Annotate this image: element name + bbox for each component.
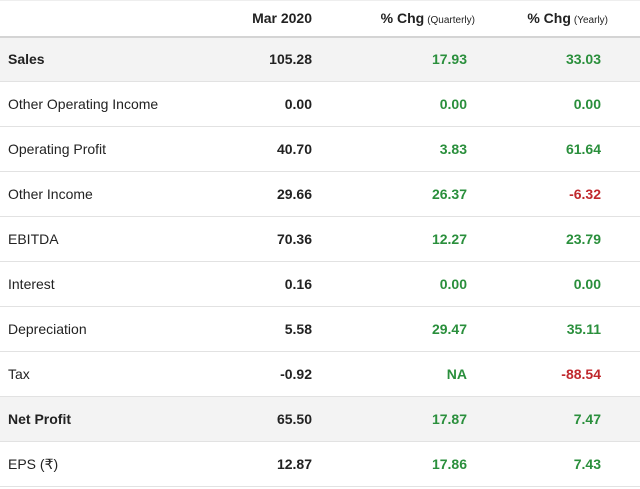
table-row: EPS (₹) 12.87 17.86 7.43 — [0, 442, 640, 487]
column-subtitle: (Yearly) — [573, 15, 608, 27]
value-cell: 29.66 — [276, 186, 312, 202]
change-cell: 26.37 — [431, 186, 467, 202]
column-title: % Chg — [527, 10, 571, 27]
change-cell: 17.87 — [431, 411, 467, 427]
table-row: Tax -0.92 NA -88.54 — [0, 352, 640, 397]
value-cell: 5.58 — [284, 321, 312, 337]
value-cell: 105.28 — [269, 51, 312, 68]
header-row: Mar 2020% Chg (Quarterly)% Chg (Yearly) — [0, 0, 640, 38]
table-row: Depreciation 5.58 29.47 35.11 — [0, 307, 640, 352]
table-row: Interest 0.16 0.00 0.00 — [0, 262, 640, 307]
row-label: Other Operating Income — [8, 96, 159, 112]
table-row: Operating Profit 40.70 3.83 61.64 — [0, 127, 640, 172]
table-row: EBITDA 70.36 12.27 23.79 — [0, 217, 640, 262]
row-label: Net Profit — [8, 411, 71, 427]
column-title: Mar 2020 — [252, 10, 312, 27]
change-cell: 3.83 — [439, 141, 467, 157]
column-subtitle: (Quarterly) — [427, 15, 475, 27]
change-cell: 0.00 — [439, 276, 467, 292]
column-header: % Chg (Quarterly) — [320, 0, 475, 38]
change-cell: 7.47 — [573, 411, 601, 427]
table-body: Sales 105.28 17.93 33.03 Other Operating Inc… — [0, 36, 640, 487]
change-cell: -6.32 — [569, 186, 601, 202]
value-cell: 65.50 — [276, 411, 312, 427]
row-label: EBITDA — [8, 231, 59, 247]
header-blank — [0, 0, 200, 38]
change-cell: 7.43 — [573, 456, 601, 472]
column-header: % Chg (Yearly) — [475, 0, 640, 38]
column-title: % Chg — [380, 10, 425, 27]
change-cell: 17.93 — [431, 51, 467, 68]
change-cell: 29.47 — [431, 321, 467, 337]
change-cell: 33.03 — [565, 51, 601, 68]
value-cell: -0.92 — [280, 366, 312, 382]
change-cell: 23.79 — [565, 231, 601, 247]
column-header: Mar 2020 — [200, 0, 320, 38]
change-cell: 17.86 — [431, 456, 467, 472]
row-label: Sales — [8, 51, 45, 68]
table-row: Other Operating Income 0.00 0.00 0.00 — [0, 82, 640, 127]
change-cell: NA — [446, 366, 467, 382]
table-row: Sales 105.28 17.93 33.03 — [0, 36, 640, 82]
change-cell: 0.00 — [439, 96, 467, 112]
value-cell: 70.36 — [276, 231, 312, 247]
change-cell: 0.00 — [573, 96, 601, 112]
row-label: Operating Profit — [8, 141, 107, 157]
row-label: EPS (₹) — [8, 455, 59, 472]
change-cell: 35.11 — [566, 321, 601, 337]
row-label: Depreciation — [8, 321, 87, 337]
change-cell: 61.64 — [565, 141, 601, 157]
table-row: Net Profit 65.50 17.87 7.47 — [0, 396, 640, 442]
row-label: Interest — [8, 276, 55, 292]
change-cell: 0.00 — [573, 276, 601, 292]
value-cell: 0.16 — [284, 276, 312, 292]
table-header: Mar 2020% Chg (Quarterly)% Chg (Yearly) — [0, 0, 640, 38]
value-cell: 12.87 — [276, 456, 312, 472]
row-label: Other Income — [8, 186, 93, 202]
value-cell: 40.70 — [276, 141, 312, 157]
table-row: Other Income 29.66 26.37 -6.32 — [0, 172, 640, 217]
change-cell: 12.27 — [431, 231, 467, 247]
value-cell: 0.00 — [284, 96, 312, 112]
row-label: Tax — [8, 366, 30, 382]
change-cell: -88.54 — [561, 366, 601, 382]
